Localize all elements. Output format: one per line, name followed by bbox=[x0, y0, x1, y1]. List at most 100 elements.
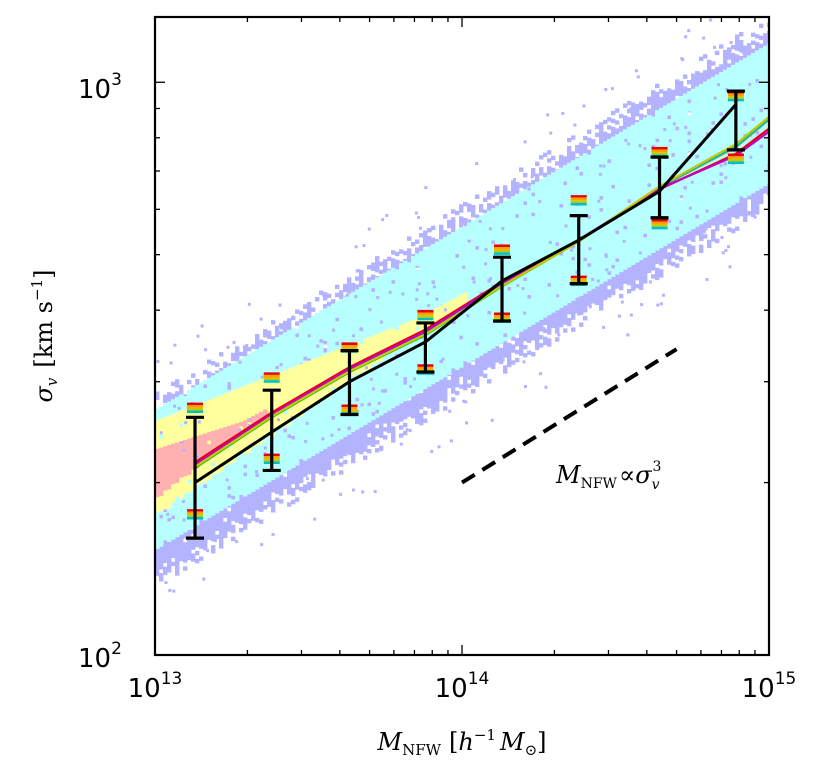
density-cell bbox=[523, 328, 528, 334]
density-cell bbox=[495, 186, 500, 191]
density-cell bbox=[239, 515, 244, 521]
density-cell bbox=[419, 245, 424, 250]
density-cell bbox=[315, 453, 320, 458]
density-cell bbox=[415, 403, 420, 408]
density-cell bbox=[287, 326, 292, 331]
density-cell bbox=[299, 458, 304, 464]
density-cell bbox=[235, 354, 240, 359]
density-cell bbox=[347, 449, 352, 454]
density-cell bbox=[383, 411, 388, 416]
density-cell bbox=[215, 534, 220, 540]
density-cell bbox=[591, 295, 596, 300]
density-cell bbox=[503, 353, 508, 358]
density-cell bbox=[207, 523, 212, 528]
density-cell bbox=[471, 372, 476, 378]
density-cell bbox=[279, 323, 284, 328]
density-cell bbox=[343, 439, 348, 445]
density-cell bbox=[451, 217, 456, 222]
density-cell bbox=[327, 301, 332, 307]
density-cell bbox=[391, 434, 396, 439]
density-cell bbox=[351, 446, 356, 452]
density-cell bbox=[523, 184, 528, 190]
density-cell bbox=[591, 143, 596, 148]
density-cell bbox=[591, 139, 596, 144]
density-cell bbox=[163, 554, 168, 560]
density-cell bbox=[279, 331, 284, 336]
density-cell bbox=[307, 313, 312, 319]
density-cell bbox=[559, 202, 564, 208]
density-cell bbox=[419, 421, 424, 426]
density-cell bbox=[239, 507, 244, 513]
density-cell bbox=[307, 469, 312, 475]
density-cell bbox=[203, 529, 208, 535]
density-cell bbox=[331, 471, 336, 476]
density-cell bbox=[235, 502, 240, 507]
density-cell bbox=[551, 155, 556, 161]
density-cell bbox=[155, 547, 160, 552]
density-cell bbox=[303, 488, 308, 493]
density-cell bbox=[179, 532, 184, 538]
density-cell bbox=[471, 380, 476, 386]
density-cell bbox=[519, 335, 524, 340]
density-cell bbox=[371, 286, 376, 291]
density-cell bbox=[547, 342, 552, 347]
density-cell bbox=[615, 128, 620, 133]
density-cell bbox=[235, 346, 240, 351]
density-cell bbox=[399, 409, 404, 414]
density-cell bbox=[523, 344, 528, 350]
density-cell bbox=[607, 289, 612, 294]
density-cell bbox=[571, 327, 576, 332]
density-cell bbox=[219, 544, 224, 549]
density-cell bbox=[307, 465, 312, 471]
density-cell bbox=[211, 549, 216, 554]
density-cell bbox=[195, 558, 200, 564]
density-cell bbox=[327, 293, 332, 299]
density-cell bbox=[551, 311, 556, 317]
density-cell bbox=[423, 242, 428, 247]
density-cell bbox=[599, 134, 604, 139]
density-cell bbox=[603, 119, 608, 125]
density-cell bbox=[415, 407, 420, 412]
density-cell bbox=[247, 518, 252, 524]
density-cell bbox=[311, 483, 316, 488]
density-cell bbox=[575, 304, 580, 310]
density-cell bbox=[171, 381, 176, 387]
density-cell bbox=[259, 499, 264, 504]
density-cell bbox=[179, 540, 184, 546]
density-cell bbox=[271, 488, 276, 493]
density-cell bbox=[451, 377, 456, 382]
density-cell bbox=[431, 385, 436, 391]
density-cell bbox=[223, 365, 228, 371]
density-cell bbox=[203, 545, 208, 551]
density-cell bbox=[611, 182, 616, 188]
density-cell bbox=[475, 358, 480, 363]
density-cell bbox=[155, 555, 160, 560]
density-cell bbox=[191, 529, 196, 534]
density-cell bbox=[435, 239, 440, 244]
density-cell bbox=[223, 533, 228, 539]
density-cell bbox=[451, 209, 456, 214]
density-cell bbox=[599, 122, 604, 127]
density-cell bbox=[567, 149, 572, 155]
density-cell bbox=[323, 456, 328, 461]
density-cell bbox=[315, 457, 320, 462]
density-cell bbox=[287, 478, 292, 483]
density-cell bbox=[403, 410, 408, 416]
density-cell bbox=[387, 412, 392, 418]
density-cell bbox=[563, 156, 568, 161]
density-cell bbox=[391, 410, 396, 415]
density-cell bbox=[615, 284, 620, 289]
density-cell bbox=[211, 529, 216, 534]
density-cell bbox=[271, 320, 276, 325]
density-cell bbox=[163, 542, 168, 548]
density-cell bbox=[527, 294, 532, 299]
density-cell bbox=[255, 333, 260, 339]
density-cell bbox=[391, 438, 396, 443]
density-cell bbox=[371, 418, 376, 423]
density-cell bbox=[587, 297, 592, 302]
density-cell bbox=[563, 180, 568, 185]
density-cell bbox=[155, 551, 160, 556]
density-cell bbox=[307, 461, 312, 467]
density-cell bbox=[507, 190, 512, 196]
density-cell bbox=[415, 239, 420, 244]
